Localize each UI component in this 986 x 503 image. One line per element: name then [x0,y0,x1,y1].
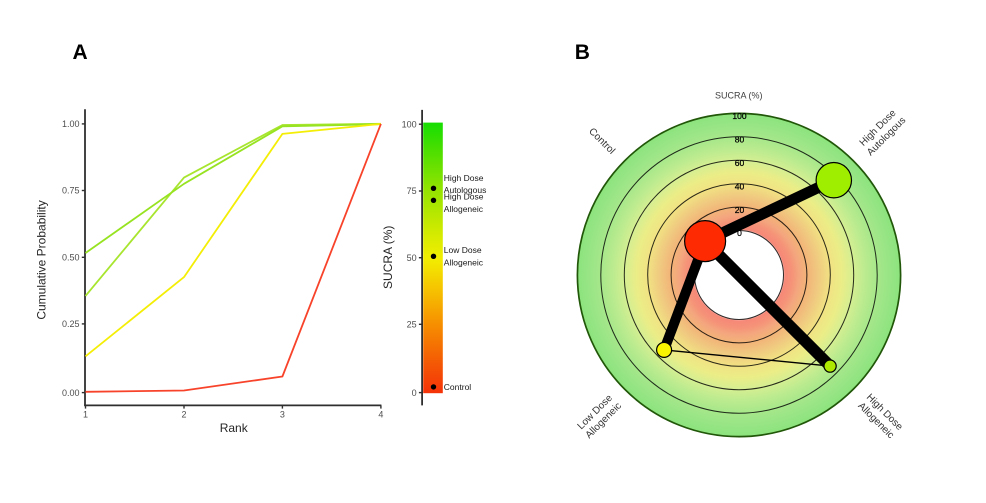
svg-text:Low Dose: Low Dose [444,245,482,255]
svg-text:25: 25 [407,320,417,330]
svg-text:0.75: 0.75 [62,186,80,196]
svg-text:A: A [73,41,88,64]
svg-text:2: 2 [181,410,186,420]
svg-text:1.00: 1.00 [62,119,80,129]
svg-text:SUCRA (%): SUCRA (%) [715,91,763,101]
svg-text:Allogeneic: Allogeneic [444,257,484,267]
svg-text:High Dose: High Dose [444,173,484,183]
svg-text:20: 20 [735,205,745,215]
svg-text:Cumulative Probability: Cumulative Probability [35,200,49,319]
svg-text:100: 100 [402,119,417,129]
svg-text:0.25: 0.25 [62,319,80,329]
svg-text:Control: Control [586,126,617,157]
svg-text:60: 60 [735,158,745,168]
svg-text:3: 3 [280,410,285,420]
svg-text:50: 50 [407,253,417,263]
svg-text:75: 75 [407,186,417,196]
svg-text:80: 80 [735,135,745,145]
svg-text:B: B [575,41,590,64]
svg-text:0.00: 0.00 [62,388,80,398]
svg-text:100: 100 [732,111,746,121]
svg-text:Rank: Rank [220,421,249,435]
svg-text:Control: Control [444,382,472,392]
svg-text:40: 40 [735,182,745,192]
svg-text:Autologous: Autologous [444,185,487,195]
svg-text:SUCRA (%): SUCRA (%) [381,226,395,289]
svg-text:4: 4 [378,410,383,420]
svg-text:High Dose: High Dose [444,192,484,202]
svg-text:0: 0 [412,388,417,398]
svg-text:1: 1 [83,410,88,420]
svg-text:Allogeneic: Allogeneic [444,204,484,214]
svg-text:0: 0 [737,228,742,238]
svg-text:0.50: 0.50 [62,253,80,263]
